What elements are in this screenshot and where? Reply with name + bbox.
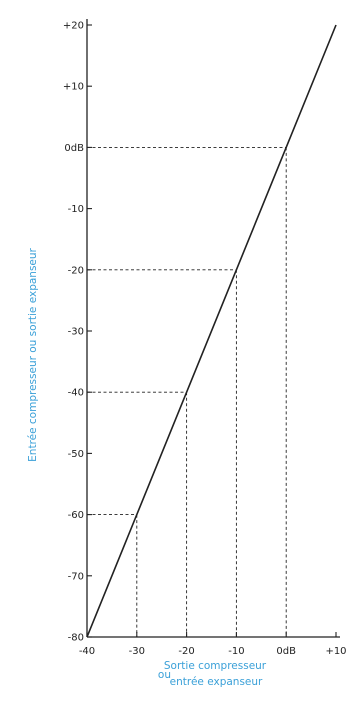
y-axis-label: Entrée compresseur ou sortie expanseur <box>27 247 39 461</box>
x-tick-label: +10 <box>325 646 346 657</box>
series <box>86 24 337 638</box>
y-tick-label: -30 <box>68 327 84 338</box>
x-tick-label: -10 <box>228 646 244 657</box>
x-tick-label: -20 <box>178 646 194 657</box>
y-tick-label: -80 <box>68 633 84 644</box>
series-line <box>86 24 337 638</box>
x-tick-label: 0dB <box>276 646 296 657</box>
y-tick-label: +20 <box>63 21 84 32</box>
x-tick-label: -40 <box>79 646 95 657</box>
x-axis-label-line1: Sortie compresseur <box>164 660 267 672</box>
y-tick-label: -10 <box>68 204 84 215</box>
x-tick-label: -30 <box>129 646 145 657</box>
x-axis-label-prefix: ou <box>158 669 171 681</box>
tick-marks: +20 +10 0dB -10 -20 -30 -40 -50 -60 -70 -80 -40 -30 -… <box>63 21 347 658</box>
x-axis-label-line2: entrée expanseur <box>170 676 263 688</box>
y-tick-label: -70 <box>68 571 84 582</box>
guide-lines <box>87 146 287 637</box>
y-tick-label: -40 <box>68 388 84 399</box>
y-tick-label: -50 <box>68 449 84 460</box>
y-tick-label: +10 <box>63 82 84 93</box>
axes <box>86 19 340 638</box>
y-tick-label: -20 <box>68 265 84 276</box>
y-tick-label: -60 <box>68 510 84 521</box>
y-tick-label: 0dB <box>64 143 84 154</box>
